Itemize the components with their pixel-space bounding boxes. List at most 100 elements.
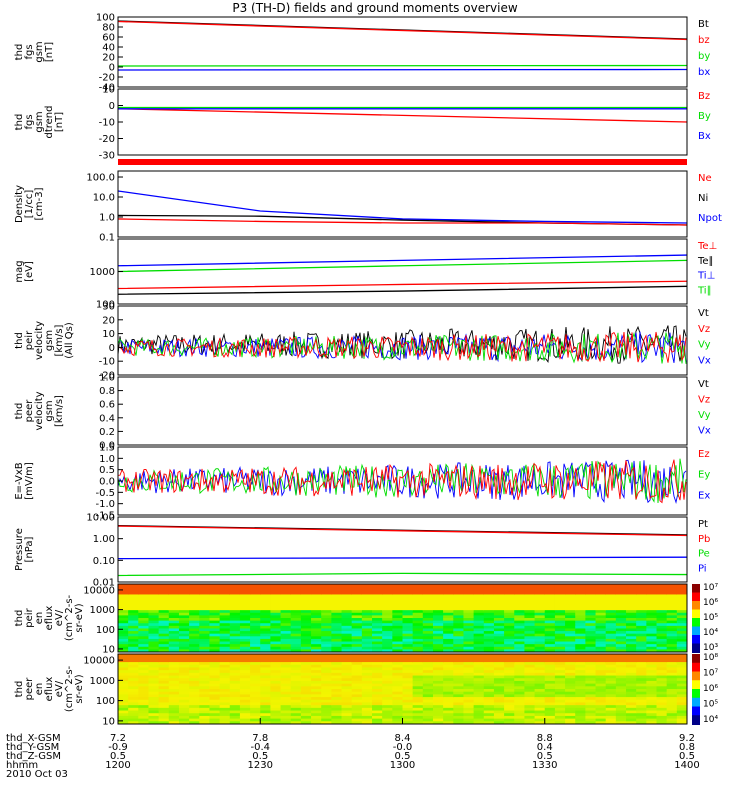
spectrogram-cell — [270, 662, 282, 666]
spectrogram-cell — [341, 656, 353, 660]
y-axis-label: (cm^2-s- — [64, 665, 75, 712]
spectrogram-cell — [168, 718, 180, 722]
spectrogram-cell — [382, 699, 393, 704]
spectrogram-cell — [321, 644, 332, 648]
spectrogram-cell — [585, 656, 597, 660]
spectrogram-cell — [443, 641, 454, 645]
spectrogram-cell — [615, 710, 627, 714]
spectrogram-cell — [351, 654, 363, 658]
spectrogram-cell — [361, 689, 373, 693]
spectrogram-cell — [646, 631, 658, 635]
series-Ne — [118, 218, 687, 226]
spectrogram-cell — [666, 697, 678, 701]
colorbar-label: 10⁵ — [703, 613, 718, 623]
spectrogram-cell — [331, 694, 343, 698]
spectrogram-cell — [514, 610, 526, 614]
spectrogram-cell — [209, 612, 221, 616]
spectrogram-cell — [534, 721, 546, 724]
legend-Ni: Ni — [698, 193, 708, 204]
spectrogram-cell — [493, 628, 505, 632]
spectrogram-cell — [311, 672, 322, 677]
spectrogram-cell — [311, 683, 322, 687]
spectrogram-cell — [219, 654, 231, 658]
spectrogram-cell — [351, 625, 363, 630]
spectrogram-cell — [544, 589, 556, 593]
spectrogram-cell — [422, 641, 434, 645]
spectrogram-cell — [128, 683, 139, 687]
spectrogram-cell — [483, 623, 495, 627]
spectrogram-cell — [554, 594, 566, 598]
spectrogram-cell — [676, 638, 687, 643]
spectrogram-cell — [219, 667, 231, 671]
spectrogram-cell — [148, 667, 160, 671]
spectrogram-cell — [209, 656, 221, 660]
spectrogram-cell — [432, 670, 444, 674]
spectrogram-cell — [676, 602, 687, 606]
spectrogram-cell — [504, 584, 515, 588]
spectrogram-cell — [656, 694, 668, 698]
spectrogram-cell — [300, 721, 312, 724]
y-axis-label: thd — [14, 403, 25, 420]
spectrogram-cell — [544, 649, 556, 652]
spectrogram-cell — [219, 615, 231, 619]
spectrogram-cell — [351, 680, 363, 685]
spectrogram-cell — [280, 615, 292, 619]
spectrogram-cell — [493, 659, 505, 663]
spectrogram-cell — [290, 649, 302, 652]
spectrogram-cell — [412, 584, 424, 588]
spectrogram-cell — [270, 586, 282, 590]
spectrogram-cell — [118, 715, 129, 720]
spectrogram-cell — [483, 631, 495, 635]
spectrogram-cell — [493, 584, 505, 588]
spectrogram-cell — [524, 618, 536, 622]
spectrogram-cell — [209, 718, 221, 722]
spectrogram-cell — [615, 599, 627, 603]
spectrogram-cell — [250, 713, 261, 717]
spectrogram-cell — [199, 672, 211, 677]
spectrogram-cell — [372, 667, 383, 671]
y-axis-label: E=-VxB — [14, 462, 25, 499]
spectrogram-cell — [219, 672, 231, 677]
spectrogram-cell — [178, 631, 190, 635]
spectrogram-cell — [432, 686, 444, 690]
spectrogram-cell — [585, 591, 597, 596]
panel-electron_spec-traces — [118, 654, 687, 724]
spectrogram-cell — [158, 620, 170, 624]
spectrogram-cell — [412, 691, 424, 695]
spectrogram-cell — [432, 694, 444, 698]
spectrogram-cell — [219, 641, 231, 645]
spectrogram-cell — [554, 618, 566, 622]
spectrogram-cell — [422, 721, 434, 724]
y-tick-label: -10 — [99, 357, 115, 368]
spectrogram-cell — [554, 659, 566, 663]
spectrogram-cell — [473, 597, 485, 601]
spectrogram-cell — [453, 667, 465, 671]
spectrogram-cell — [412, 586, 424, 590]
spectrogram-cell — [229, 644, 241, 648]
spectrogram-cell — [504, 713, 515, 717]
spectrogram-cell — [280, 672, 292, 677]
spectrogram-cell — [199, 628, 211, 632]
spectrogram-cell — [209, 589, 221, 593]
spectrogram-cell — [270, 646, 282, 650]
spectrogram-cell — [158, 702, 170, 706]
spectrogram-cell — [565, 670, 576, 674]
spectrogram-cell — [575, 610, 586, 614]
spectrogram-cell — [311, 662, 322, 666]
spectrogram-cell — [453, 656, 465, 660]
spectrogram-cell — [382, 683, 393, 687]
spectrogram-cell — [209, 618, 221, 622]
spectrogram-cell — [626, 662, 637, 666]
spectrogram-cell — [504, 715, 515, 720]
spectrogram-cell — [250, 715, 261, 720]
spectrogram-cell — [270, 633, 282, 637]
spectrogram-cell — [229, 713, 241, 717]
spectrogram-cell — [311, 633, 322, 637]
spectrogram-cell — [412, 718, 424, 722]
spectrogram-cell — [514, 656, 526, 660]
spectrogram-cell — [128, 602, 139, 606]
spectrogram-cell — [189, 586, 200, 590]
spectrogram-cell — [118, 589, 129, 593]
spectrogram-cell — [321, 697, 332, 701]
spectrogram-cell — [199, 656, 211, 660]
